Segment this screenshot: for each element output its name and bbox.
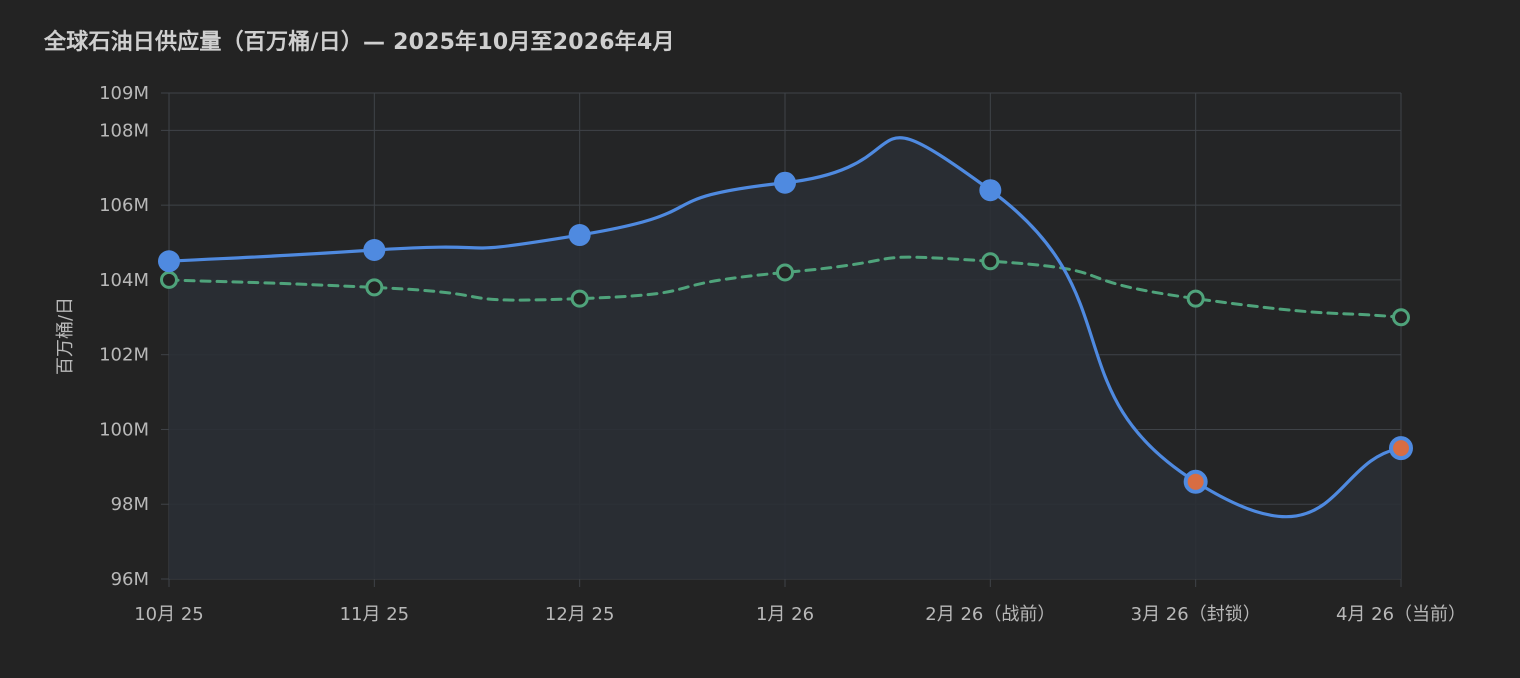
series-2-point	[365, 278, 384, 297]
y-tick-label: 102M	[99, 345, 149, 366]
series-2-point	[981, 252, 1000, 271]
series-1-point	[979, 179, 1002, 202]
x-tick-label: 12月 25	[545, 604, 615, 625]
x-tick-label: 10月 25	[134, 604, 204, 625]
y-tick-label: 96M	[111, 569, 149, 590]
series-2-point	[1186, 289, 1205, 308]
series-1-point-highlight	[1183, 469, 1208, 494]
x-tick-label: 1月 26	[756, 604, 814, 625]
x-tick-label: 4月 26（当前）	[1336, 604, 1466, 625]
y-tick-label: 100M	[99, 419, 149, 440]
chart-title: 全球石油日供应量（百万桶/日）— 2025年10月至2026年4月	[44, 30, 675, 55]
series-1-point	[568, 224, 591, 247]
series-2-point	[776, 263, 794, 282]
series-1-point	[363, 239, 386, 262]
y-tick-label: 106M	[99, 195, 149, 216]
y-tick-label: 104M	[99, 270, 149, 291]
y-axis-title: 百万桶/日	[55, 297, 76, 375]
x-tick-label: 11月 25	[340, 604, 410, 625]
x-tick-label: 2月 26（战前）	[925, 604, 1055, 625]
y-tick-label: 109M	[99, 83, 149, 104]
series-2-point	[1392, 308, 1410, 327]
series-2-point	[160, 270, 178, 289]
series-2-point	[570, 289, 589, 308]
series-1-point	[158, 250, 180, 273]
x-tick-label: 3月 26（封锁）	[1131, 604, 1261, 625]
series-1-point-highlight	[1389, 436, 1413, 461]
y-tick-label: 108M	[99, 120, 149, 141]
y-tick-label: 98M	[111, 494, 149, 515]
series-1-point	[774, 171, 796, 194]
